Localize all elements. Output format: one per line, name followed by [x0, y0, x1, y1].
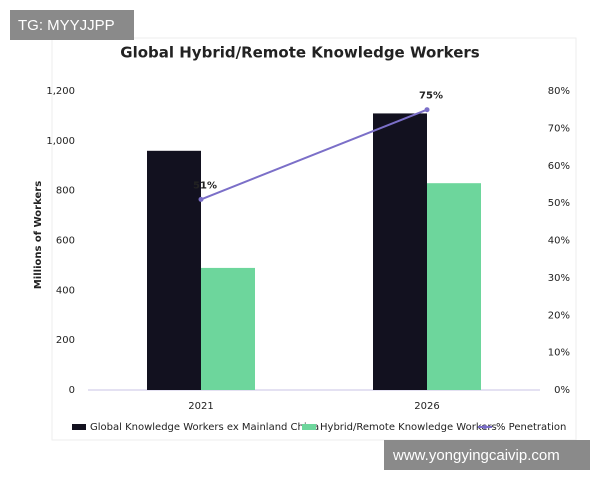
- y2-tick-label: 50%: [548, 198, 570, 209]
- point: [198, 196, 204, 202]
- data-label: 75%: [419, 91, 443, 102]
- legend-label: Global Knowledge Workers ex Mainland Chi…: [90, 422, 319, 433]
- x-tick-label: 2021: [188, 401, 213, 412]
- watermark: TG: MYYJJPP: [18, 17, 115, 34]
- y2-tick-label: 20%: [548, 310, 570, 321]
- data-label: 51%: [193, 180, 217, 191]
- y2-tick-label: 60%: [548, 161, 570, 172]
- y-tick-label: 1,200: [46, 86, 75, 97]
- bar: [201, 267, 255, 390]
- bar: [373, 113, 427, 391]
- y-tick-label: 400: [56, 285, 75, 296]
- chart-frame: [51, 37, 577, 441]
- y-tick-label: 0: [69, 385, 75, 396]
- y-tick-label: 200: [56, 335, 75, 346]
- y-tick-label: 600: [56, 236, 75, 247]
- y-axis-title: Millions of Workers: [33, 181, 44, 289]
- y2-tick-label: 10%: [548, 348, 570, 359]
- y-tick-label: 800: [56, 186, 75, 197]
- line: [200, 108, 428, 201]
- y2-tick-label: 40%: [548, 236, 570, 247]
- legend-swatch: [483, 425, 487, 429]
- x-tick-label: 2026: [414, 401, 439, 412]
- watermark-box: [10, 10, 134, 40]
- legend-swatch: [72, 424, 86, 430]
- y-tick-label: 1,000: [46, 136, 75, 147]
- chart-title: Global Hybrid/Remote Knowledge Workers: [120, 44, 480, 62]
- y2-tick-label: 70%: [548, 123, 570, 134]
- watermark-box: [384, 440, 590, 470]
- y2-tick-label: 30%: [548, 273, 570, 284]
- bar: [427, 183, 481, 390]
- y2-tick-label: 0%: [554, 385, 570, 396]
- bar: [147, 150, 201, 390]
- legend-label: Hybrid/Remote Knowledge Workers: [320, 422, 497, 433]
- watermark: www.yongyingcaivip.com: [392, 447, 560, 464]
- y2-tick-label: 80%: [548, 86, 570, 97]
- legend-swatch: [302, 424, 316, 430]
- point: [424, 107, 430, 113]
- legend-label: % Penetration: [496, 422, 566, 433]
